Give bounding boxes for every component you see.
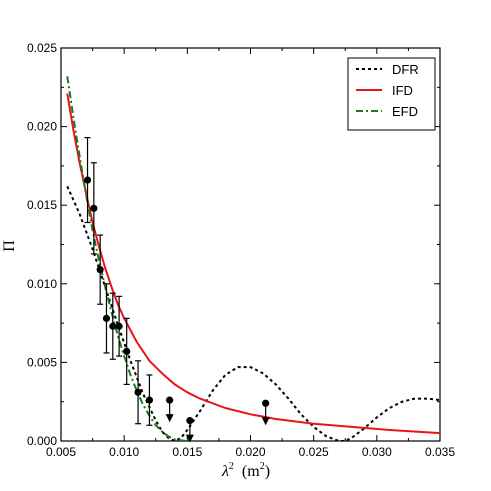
series-dfr-curve xyxy=(66,185,440,441)
data-point xyxy=(96,266,104,274)
data-point xyxy=(123,347,131,355)
series-ifd-curve xyxy=(66,93,440,435)
x-tick-label: 0.005 xyxy=(46,445,76,459)
upper-limit-arrow-head xyxy=(165,414,174,423)
x-tick-label: 0.015 xyxy=(172,445,202,459)
series-efd-curve xyxy=(66,76,194,441)
x-tick-label: 0.010 xyxy=(109,445,139,459)
y-tick-label: 0.010 xyxy=(27,277,57,291)
x-axis-title-symbol: λ xyxy=(221,463,229,480)
data-point xyxy=(102,314,111,322)
legend: DFR IFD EFD xyxy=(347,57,436,131)
y-axis-title: Π xyxy=(1,240,18,252)
data-point xyxy=(90,204,98,212)
data-point xyxy=(145,396,154,404)
x-tick-label: 0.030 xyxy=(362,445,392,459)
tick-layer: 0.005 0.010 0.015 0.020 0.025 0.030 0.035 0.000… xyxy=(27,41,455,459)
y-tick-label: 0.020 xyxy=(27,120,57,134)
data-point xyxy=(134,388,142,396)
y-tick-label: 0.005 xyxy=(27,355,57,369)
data-point xyxy=(109,322,117,330)
legend-label-ifd: IFD xyxy=(392,83,413,98)
x-tick-label: 0.020 xyxy=(235,445,265,459)
x-axis-title-unit: (m xyxy=(242,463,260,480)
upper-limit-arrow-head xyxy=(261,417,270,426)
x-tick-label: 0.025 xyxy=(299,445,329,459)
data-point xyxy=(83,176,92,184)
data-points-layer xyxy=(83,137,270,443)
y-tick-label: 0.015 xyxy=(27,198,57,212)
x-axis-title: λ2 (m2) xyxy=(221,461,270,480)
x-tick-label: 0.035 xyxy=(425,445,455,459)
x-axis-title-unit-close: ) xyxy=(265,463,270,480)
y-tick-label: 0.025 xyxy=(27,41,57,55)
upper-limit-arrow-head xyxy=(185,434,194,443)
data-point xyxy=(115,322,123,330)
legend-label-dfr: DFR xyxy=(392,62,419,77)
series-layer xyxy=(66,76,440,441)
y-tick-label: 0.000 xyxy=(27,434,57,448)
x-axis-title-exponent: 2 xyxy=(229,461,234,472)
legend-label-efd: EFD xyxy=(392,104,418,119)
x-axis-title-unit-exponent: 2 xyxy=(260,461,265,472)
